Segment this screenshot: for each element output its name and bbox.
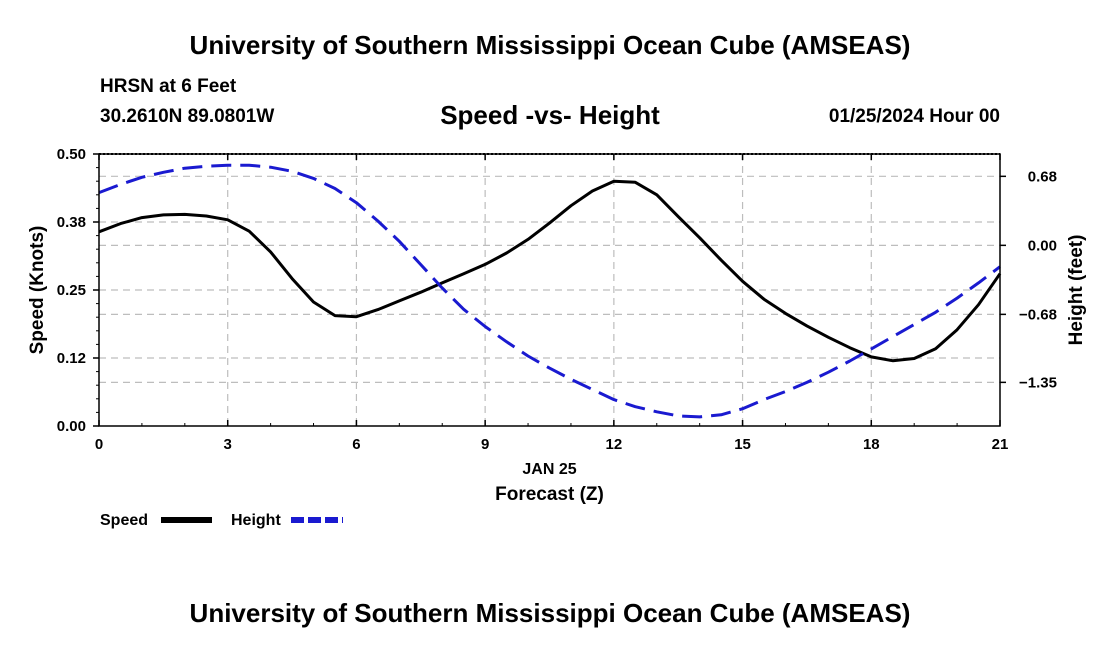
x-tick-label: 0 xyxy=(95,436,103,453)
y-axis-left-title: Speed (Knots) xyxy=(27,226,48,355)
height-series-line xyxy=(98,163,1001,419)
x-tick-label: 15 xyxy=(734,436,751,453)
y-left-tick-label: 0.50 xyxy=(57,146,86,163)
x-axis-date-label: JAN 25 xyxy=(522,461,576,478)
footer-title: University of Southern Mississippi Ocean… xyxy=(189,598,911,628)
y-left-tick-label: 0.38 xyxy=(57,214,86,231)
y-right-tick-label: −1.35 xyxy=(1019,374,1057,391)
page-title: University of Southern Mississippi Ocean… xyxy=(189,30,911,60)
chart-title: Speed -vs- Height xyxy=(440,100,660,130)
axis-layer: 0 3 6 9 12 15 18 21 0.00 0.12 0.25 0.38 0.50 0.68 0.00… xyxy=(57,146,1057,453)
speed-series-line xyxy=(98,179,1002,363)
y-left-tick-label: 0.12 xyxy=(57,350,86,367)
y-left-tick-label: 0.25 xyxy=(57,282,86,299)
x-axis-title: Forecast (Z) xyxy=(495,484,604,505)
station-name: HRSN at 6 Feet xyxy=(100,76,237,97)
x-tick-label: 3 xyxy=(224,436,232,453)
y-right-tick-label: 0.68 xyxy=(1028,168,1057,185)
grid-layer xyxy=(99,154,1000,426)
legend: Speed Height xyxy=(100,512,343,529)
x-tick-label: 12 xyxy=(606,436,623,453)
forecast-datetime: 01/25/2024 Hour 00 xyxy=(828,106,1000,127)
y-axis-right-title: Height (feet) xyxy=(1066,235,1087,346)
legend-height-label: Height xyxy=(231,512,281,529)
legend-speed-label: Speed xyxy=(100,512,148,529)
x-tick-label: 9 xyxy=(481,436,489,453)
x-tick-label: 21 xyxy=(992,436,1009,453)
x-tick-label: 18 xyxy=(863,436,880,453)
y-left-tick-label: 0.00 xyxy=(57,418,86,435)
station-coordinates: 30.2610N 89.0801W xyxy=(100,106,275,127)
series-layer xyxy=(98,163,1002,419)
y-right-tick-label: −0.68 xyxy=(1019,306,1057,323)
x-tick-label: 6 xyxy=(352,436,360,453)
y-right-tick-label: 0.00 xyxy=(1028,237,1057,254)
